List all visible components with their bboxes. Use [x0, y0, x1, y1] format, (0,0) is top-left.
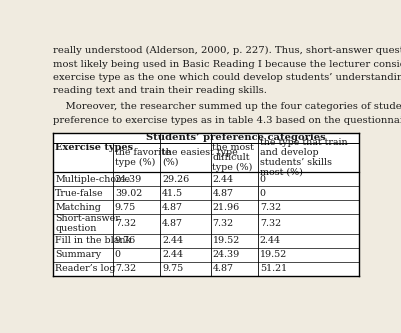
Text: 0: 0 — [115, 250, 120, 259]
Bar — [257, 262, 358, 276]
Text: 4.87: 4.87 — [212, 264, 233, 273]
Bar — [113, 248, 160, 262]
Bar — [257, 172, 358, 186]
Text: the most
difficult
type (%): the most difficult type (%) — [212, 143, 254, 172]
Text: True-false: True-false — [55, 189, 103, 198]
Bar — [210, 200, 257, 214]
Text: 9.75: 9.75 — [162, 264, 183, 273]
Text: 0: 0 — [259, 189, 265, 198]
Text: 4.87: 4.87 — [162, 219, 182, 228]
Bar — [210, 143, 257, 172]
Text: 7.32: 7.32 — [115, 264, 136, 273]
Text: reading text and train their reading skills.: reading text and train their reading ski… — [53, 86, 267, 95]
Text: 24.39: 24.39 — [115, 174, 142, 183]
Text: Short-answer
question: Short-answer question — [55, 214, 119, 233]
Bar — [210, 248, 257, 262]
Bar — [53, 186, 113, 200]
Text: 19.52: 19.52 — [212, 236, 239, 245]
Text: 24.39: 24.39 — [212, 250, 239, 259]
Bar — [113, 200, 160, 214]
Bar — [160, 248, 210, 262]
Bar — [210, 172, 257, 186]
Bar — [210, 262, 257, 276]
Text: 9.75: 9.75 — [115, 203, 136, 212]
Text: Multiple-choice: Multiple-choice — [55, 174, 130, 183]
Text: 7.32: 7.32 — [212, 219, 233, 228]
Bar — [257, 233, 358, 248]
Bar — [113, 186, 160, 200]
Text: 39.02: 39.02 — [115, 189, 142, 198]
Text: 4.87: 4.87 — [162, 203, 182, 212]
Bar — [53, 248, 113, 262]
Text: Matching: Matching — [55, 203, 101, 212]
Text: most likely being used in Basic Reading I because the lecturer considered this: most likely being used in Basic Reading … — [53, 60, 401, 69]
Text: Summary: Summary — [55, 250, 101, 259]
Bar — [53, 133, 358, 276]
Bar — [160, 262, 210, 276]
Text: 21.96: 21.96 — [212, 203, 239, 212]
Text: 2.44: 2.44 — [162, 250, 182, 259]
Bar — [160, 172, 210, 186]
Bar — [113, 172, 160, 186]
Bar — [113, 262, 160, 276]
Bar — [257, 200, 358, 214]
Text: 7.32: 7.32 — [259, 219, 280, 228]
Bar — [113, 133, 358, 143]
Bar — [257, 143, 358, 172]
Bar — [257, 186, 358, 200]
Bar — [160, 143, 210, 172]
Text: Moreover, the researcher summed up the four categories of students’: Moreover, the researcher summed up the f… — [53, 102, 401, 111]
Bar — [160, 233, 210, 248]
Text: exercise type as the one which could develop students’ understanding about a: exercise type as the one which could dev… — [53, 73, 401, 82]
Text: preference to exercise types as in table 4.3 based on the questionnaire.: preference to exercise types as in table… — [53, 116, 401, 125]
Bar — [113, 214, 160, 233]
Bar — [53, 172, 113, 186]
Text: 41.5: 41.5 — [162, 189, 183, 198]
Text: Reader’s log: Reader’s log — [55, 264, 115, 273]
Text: 9.76: 9.76 — [115, 236, 136, 245]
Bar — [160, 186, 210, 200]
Text: Exercise types: Exercise types — [55, 144, 133, 153]
Bar — [160, 200, 210, 214]
Text: 2.44: 2.44 — [212, 174, 233, 183]
Text: the type that train
and develop
students’ skills
most (%): the type that train and develop students… — [259, 138, 346, 177]
Text: the favorite
type (%): the favorite type (%) — [115, 148, 170, 167]
Bar — [210, 186, 257, 200]
Bar — [257, 248, 358, 262]
Bar — [53, 200, 113, 214]
Text: 51.21: 51.21 — [259, 264, 286, 273]
Bar — [53, 133, 113, 172]
Text: 4.87: 4.87 — [212, 189, 233, 198]
Bar — [210, 233, 257, 248]
Text: 19.52: 19.52 — [259, 250, 286, 259]
Text: the easiest type
(%): the easiest type (%) — [162, 148, 237, 167]
Text: 7.32: 7.32 — [115, 219, 136, 228]
Text: 29.26: 29.26 — [162, 174, 189, 183]
Bar — [113, 143, 160, 172]
Text: 2.44: 2.44 — [162, 236, 182, 245]
Bar — [160, 214, 210, 233]
Text: Students’ preference categories: Students’ preference categories — [146, 133, 325, 142]
Text: 2.44: 2.44 — [259, 236, 280, 245]
Bar — [53, 233, 113, 248]
Bar — [257, 214, 358, 233]
Text: Fill in the blank: Fill in the blank — [55, 236, 131, 245]
Text: 0: 0 — [259, 174, 265, 183]
Text: really understood (Alderson, 2000, p. 227). Thus, short-answer question type was: really understood (Alderson, 2000, p. 22… — [53, 46, 401, 56]
Bar — [210, 214, 257, 233]
Bar — [53, 214, 113, 233]
Text: 7.32: 7.32 — [259, 203, 280, 212]
Bar — [53, 262, 113, 276]
Bar — [113, 233, 160, 248]
